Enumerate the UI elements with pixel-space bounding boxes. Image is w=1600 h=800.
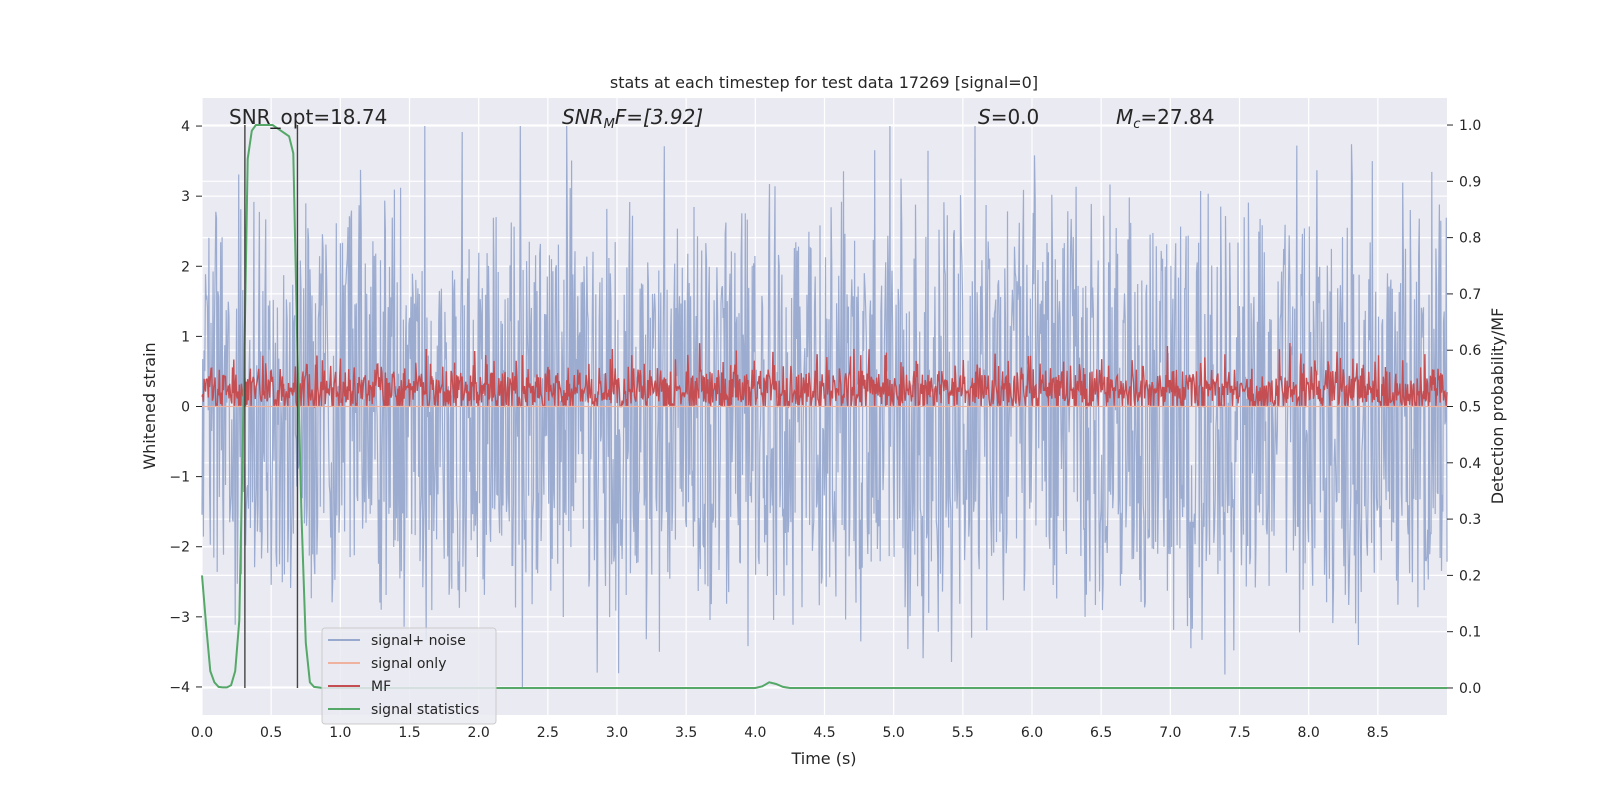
legend-label-signal-statistics: signal statistics xyxy=(371,702,479,718)
legend-box xyxy=(321,627,497,725)
y-right-tick-label: 0.3 xyxy=(1459,512,1481,528)
x-axis-ticks: 0.0 0.5 1.0 1.5 2.0 2.5 3.0 3.5 4.0 4.5 5.0 5.5 6.0 6… xyxy=(191,725,1389,741)
x-axis-label: Time (s) xyxy=(790,749,856,768)
y-right-tick-label: 0.5 xyxy=(1459,400,1481,416)
annotation-snr-opt: SNR_opt=18.74 xyxy=(229,105,387,129)
x-tick-label: 3.5 xyxy=(675,725,697,741)
y-right-tick-label: 1.0 xyxy=(1459,118,1481,134)
y-right-tick-label: 0.9 xyxy=(1459,174,1481,190)
legend-label-signal-only: signal only xyxy=(371,656,446,672)
annotation-snr-mf: SNRMF=[3.92] xyxy=(562,105,703,132)
marker-lines xyxy=(244,125,299,688)
y-tick-label: −4 xyxy=(169,680,190,696)
annotation-s: S=0.0 xyxy=(978,105,1039,129)
y-tick-label: −1 xyxy=(169,470,190,486)
y-tick-label: −3 xyxy=(169,610,190,626)
x-tick-label: 6.0 xyxy=(1021,725,1043,741)
x-tick-label: 3.0 xyxy=(606,725,628,741)
y-tick-label: −2 xyxy=(169,540,190,556)
y-axis-label: Whitened strain xyxy=(140,342,159,469)
x-tick-label: 7.0 xyxy=(1159,725,1181,741)
y-tick-label: 4 xyxy=(181,119,190,135)
signal-statistics-series xyxy=(201,124,1447,689)
x-tick-label: 0.0 xyxy=(191,725,213,741)
y-right-tick-label: 0.0 xyxy=(1459,681,1481,697)
y-tick-label: 3 xyxy=(181,189,190,205)
y-tick-label: 2 xyxy=(181,259,190,275)
y-axis-ticks: 4 3 2 1 0 −1 −2 −3 −4 xyxy=(169,119,202,696)
y-right-axis-ticks: 1.0 0.9 0.8 0.7 0.6 0.5 0.4 0.3 0.2 0.1 0.0 xyxy=(1447,118,1481,697)
y-right-tick-label: 0.1 xyxy=(1459,625,1481,641)
x-tick-label: 4.5 xyxy=(813,725,835,741)
signal-noise-series xyxy=(201,125,1448,688)
annotation-mc: Mc=27.84 xyxy=(1116,105,1214,132)
legend: signal+ noise signal only MF signal stat… xyxy=(321,627,497,725)
y-right-tick-label: 0.6 xyxy=(1459,343,1481,359)
y-right-tick-label: 0.7 xyxy=(1459,287,1481,303)
mf-line xyxy=(201,342,1448,410)
chart-title: stats at each timestep for test data 172… xyxy=(610,73,1038,92)
x-tick-label: 5.5 xyxy=(952,725,974,741)
x-tick-label: 2.0 xyxy=(468,725,490,741)
signal-noise-line xyxy=(201,125,1448,688)
signal-statistics-line xyxy=(201,124,1447,689)
x-tick-label: 1.0 xyxy=(329,725,351,741)
legend-label-mf: MF xyxy=(371,679,391,695)
x-tick-label: 2.5 xyxy=(537,725,559,741)
x-tick-label: 8.5 xyxy=(1367,725,1389,741)
y-right-tick-label: 0.2 xyxy=(1459,568,1481,584)
x-tick-label: 4.0 xyxy=(744,725,766,741)
legend-label-signal-noise: signal+ noise xyxy=(371,633,466,649)
mf-series xyxy=(201,342,1448,410)
y-right-axis-label: Detection probability/MF xyxy=(1488,308,1507,505)
x-tick-label: 6.5 xyxy=(1090,725,1112,741)
x-tick-label: 1.5 xyxy=(398,725,420,741)
y-tick-label: 0 xyxy=(181,400,190,416)
x-tick-label: 5.0 xyxy=(883,725,905,741)
y-right-tick-label: 0.4 xyxy=(1459,456,1481,472)
x-tick-label: 7.5 xyxy=(1228,725,1250,741)
y-right-tick-label: 0.8 xyxy=(1459,231,1481,247)
x-tick-label: 0.5 xyxy=(260,725,282,741)
y-tick-label: 1 xyxy=(181,329,190,345)
x-tick-label: 8.0 xyxy=(1298,725,1320,741)
